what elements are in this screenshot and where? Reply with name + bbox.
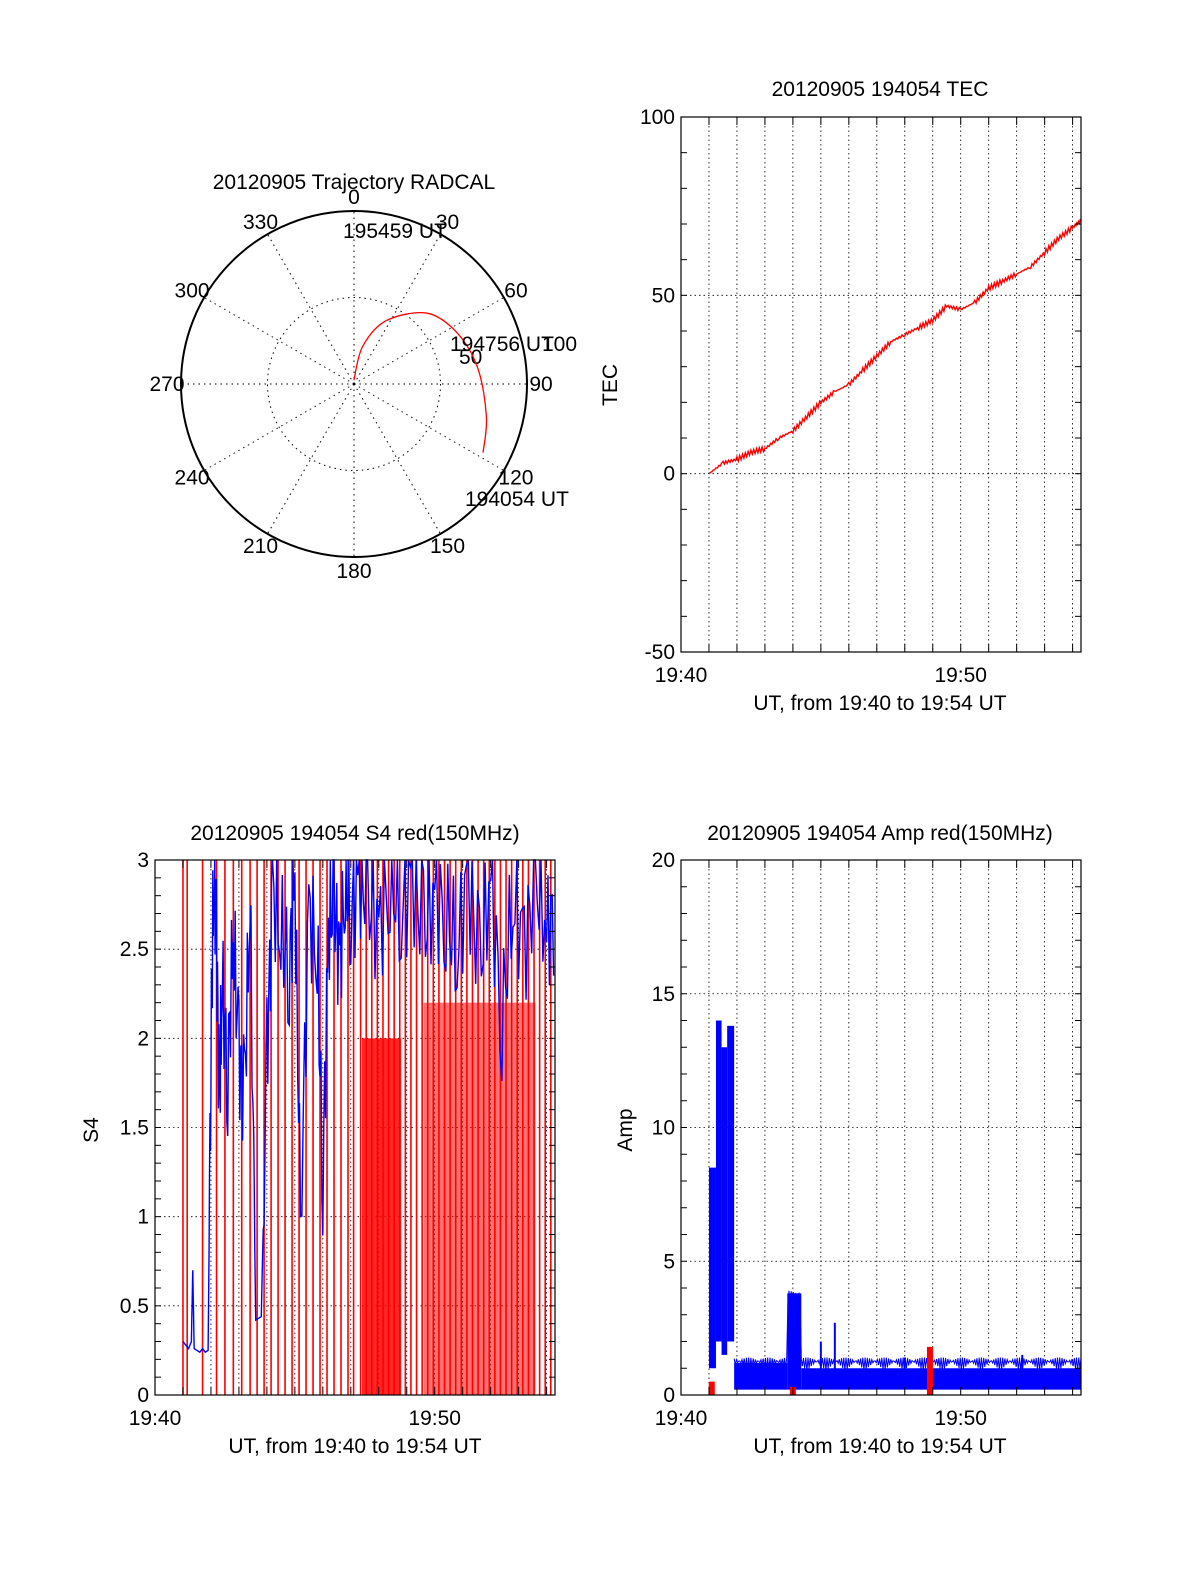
tec-x-tick-label: 19:50 <box>934 664 987 687</box>
polar-grid-spoke <box>267 383 355 535</box>
tec-plot-frame <box>680 116 1082 653</box>
amp-ylabel: Amp <box>614 1108 637 1151</box>
trajectory-track-line <box>353 312 488 453</box>
polar-grid-spoke <box>203 297 355 385</box>
s4-axis-ticks: 0 0.5 1 1.5 2 2.5 3 19:40 19:50 <box>120 849 555 1430</box>
tec-ylabel: TEC <box>599 364 622 406</box>
polar-angle-label: 30 <box>436 211 459 234</box>
polar-angle-labels: 0 30 60 90 120 150 180 210 240 270 300 330 <box>149 186 552 583</box>
polar-angle-label: 300 <box>175 280 210 303</box>
polar-angle-label: 180 <box>336 560 371 583</box>
polar-radius-label-100: 100 <box>542 333 577 356</box>
polar-title: 20120905 Trajectory RADCAL <box>213 171 496 194</box>
polar-grid-spoke <box>353 297 505 385</box>
s4-x-tick-label: 19:40 <box>129 1407 182 1430</box>
amp-blue-band <box>734 1362 788 1390</box>
tec-y-tick-label: 100 <box>640 106 675 129</box>
tec-xlabel: UT, from 19:40 to 19:54 UT <box>753 692 1006 715</box>
s4-y-tick-label: 1 <box>137 1206 149 1229</box>
amp-x-tick-label: 19:50 <box>934 1407 987 1430</box>
tec-series-line <box>708 218 1082 475</box>
amp-blue-noise <box>733 1290 1082 1371</box>
polar-angle-label: 90 <box>529 373 552 396</box>
s4-red-dense-region <box>423 1002 536 1395</box>
amp-xlabel: UT, from 19:40 to 19:54 UT <box>753 1435 1006 1458</box>
tec-grid <box>681 117 1081 652</box>
track-mid-time-label: 194756 UT <box>450 333 554 356</box>
amp-blue-band <box>787 1293 802 1390</box>
polar-angle-label: 240 <box>175 467 210 490</box>
s4-series <box>182 859 555 1395</box>
s4-red-dense-region <box>361 1038 402 1395</box>
polar-angle-label: 150 <box>430 535 465 558</box>
tec-y-tick-label: 0 <box>663 463 675 486</box>
s4-ylabel: S4 <box>80 1117 103 1143</box>
track-start-time-label: 194054 UT <box>465 488 569 511</box>
s4-title: 20120905 194054 S4 red(150MHz) <box>190 822 519 845</box>
tec-x-tick-label: 19:40 <box>655 664 708 687</box>
polar-angle-label: 120 <box>498 467 533 490</box>
polar-angle-label: 270 <box>149 373 184 396</box>
amp-red-peak <box>926 1346 933 1395</box>
s4-chart: 20120905 194054 S4 red(150MHz) 0 0.5 1 1.5 2… <box>80 822 556 1458</box>
amp-red-peak <box>708 1381 715 1395</box>
amp-blue-band <box>727 1025 735 1342</box>
s4-x-tick-label: 19:50 <box>408 1407 461 1430</box>
amp-y-tick-label: 5 <box>663 1250 675 1273</box>
s4-xlabel: UT, from 19:40 to 19:54 UT <box>228 1435 481 1458</box>
s4-y-tick-label: 0.5 <box>120 1295 149 1318</box>
amp-y-tick-label: 15 <box>652 983 675 1006</box>
polar-angle-label: 210 <box>243 535 278 558</box>
amp-blue-band <box>801 1368 1081 1390</box>
amp-grid <box>681 860 1081 1395</box>
amp-x-tick-label: 19:40 <box>655 1407 708 1430</box>
s4-y-tick-label: 1.5 <box>120 1117 149 1140</box>
polar-grid-spoke <box>203 383 355 471</box>
polar-angle-label: 0 <box>348 186 360 209</box>
polar-grid-spoke <box>353 383 441 535</box>
tec-series <box>708 218 1082 475</box>
amp-y-tick-label: 0 <box>663 1384 675 1407</box>
tec-axis-ticks: -50 0 50 100 19:40 19:50 <box>640 106 1081 687</box>
track-end-time-label: 195459 UT <box>343 220 447 243</box>
tec-title: 20120905 194054 TEC <box>772 78 989 101</box>
s4-blue-line <box>182 859 555 1354</box>
amp-series <box>708 1020 1082 1395</box>
s4-y-tick-label: 2 <box>137 1027 149 1050</box>
amp-blue-band <box>721 1047 728 1355</box>
polar-grid <box>181 211 527 557</box>
polar-grid-spoke <box>267 233 355 385</box>
s4-y-tick-label: 3 <box>137 849 149 872</box>
amp-y-tick-label: 20 <box>652 849 675 872</box>
polar-angle-label: 60 <box>504 280 527 303</box>
polar-grid-spoke <box>353 383 505 471</box>
amp-title: 20120905 194054 Amp red(150MHz) <box>707 822 1053 845</box>
polar-angle-label: 330 <box>243 211 278 234</box>
amp-axis-ticks: 0 5 10 15 20 19:40 19:50 <box>652 849 1081 1430</box>
tec-y-tick-label: 50 <box>652 284 675 307</box>
polar-grid-circle <box>267 297 441 471</box>
s4-y-tick-label: 0 <box>137 1384 149 1407</box>
amp-blue-band <box>715 1020 722 1342</box>
tec-y-tick-label: -50 <box>645 641 675 664</box>
polar-outer-circle <box>180 210 528 558</box>
amp-y-tick-label: 10 <box>652 1117 675 1140</box>
amp-chart: 20120905 194054 Amp red(150MHz) 0 5 10 15 20… <box>614 822 1082 1458</box>
trajectory-polar-chart: 20120905 Trajectory RADCAL 0 30 60 90 120 150… <box>149 171 577 583</box>
polar-grid-spoke <box>353 233 441 385</box>
s4-y-tick-label: 2.5 <box>120 938 149 961</box>
amp-blue-band <box>708 1167 716 1369</box>
